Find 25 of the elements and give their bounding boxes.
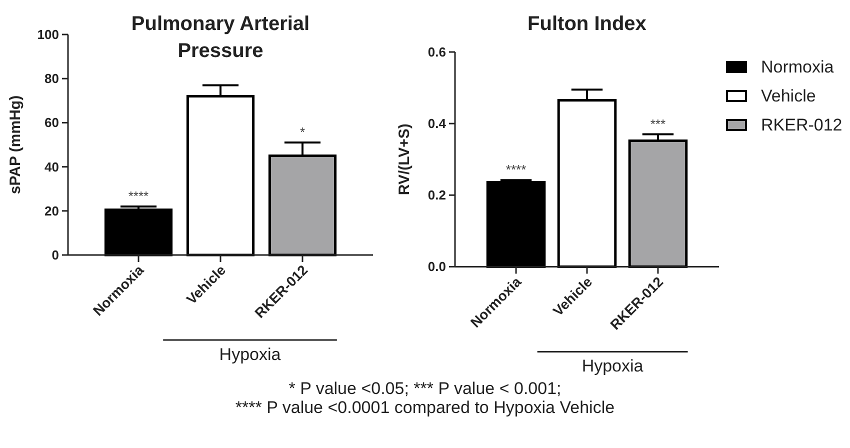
- text: Hypoxia: [219, 345, 282, 364]
- y-tick-label: 0: [52, 248, 59, 262]
- text: **** P value <0.0001 compared to Hypoxia Vehicle: [235, 398, 615, 417]
- y-axis-title: RV/(LV+S): [396, 124, 413, 196]
- y-tick-label: 0.4: [428, 116, 447, 132]
- y-tick-label: 0.0: [428, 259, 446, 274]
- legend-label: Vehicle: [761, 86, 816, 106]
- y-tick-label: 20: [44, 203, 59, 218]
- y-tick-label: 40: [44, 159, 59, 174]
- legend-label: RKER-012: [761, 116, 842, 134]
- legend-label: Normoxia: [761, 58, 834, 76]
- annotation: *: [300, 124, 306, 140]
- chart-title: Pulmonary Arterial Pressure: [131, 13, 310, 62]
- text: Hypoxia: [582, 356, 644, 376]
- y-tick-label: 80: [44, 71, 59, 86]
- chart-title: Fulton Index: [528, 13, 646, 35]
- text: * P value <0.05; *** P value < 0.001;: [288, 379, 562, 398]
- annotation: ****: [128, 188, 149, 204]
- y-tick-label: 60: [44, 115, 59, 130]
- annotation: ***: [650, 116, 666, 132]
- y-tick-label: 100: [37, 27, 59, 42]
- annotation: ****: [506, 162, 526, 178]
- y-tick-label: 0.6: [428, 44, 446, 60]
- y-axis-title: sPAP (mmHg): [6, 95, 24, 194]
- y-tick-label: 0.2: [428, 188, 446, 203]
